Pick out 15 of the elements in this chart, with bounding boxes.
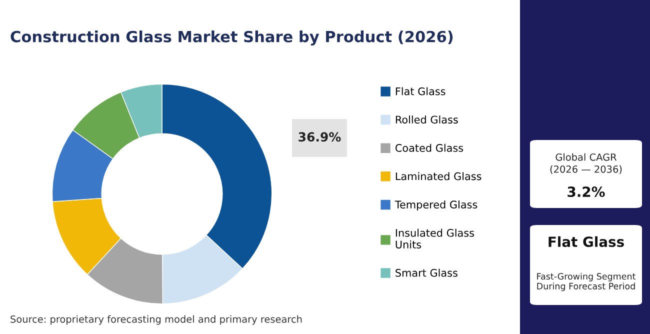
text: 3.2% bbox=[568, 186, 605, 198]
data-label: 36.9% bbox=[298, 132, 341, 142]
legend-label: Rolled Glass bbox=[396, 116, 458, 124]
text: Global CAGR bbox=[556, 153, 617, 161]
source-note: Source: proprietary forecasting model and primary research bbox=[10, 315, 302, 325]
text: (2026 — 2036) bbox=[550, 165, 622, 174]
text: Fast-Growing Segment During Forecast Period bbox=[537, 272, 636, 292]
chart-title: Construction Glass Market Share by Product (2026) bbox=[10, 30, 453, 46]
legend-label: Tempered Glass bbox=[394, 200, 478, 211]
legend-label: Coated Glass bbox=[396, 144, 464, 152]
legend-label: Smart Glass bbox=[396, 268, 458, 277]
text: Flat Glass bbox=[548, 236, 624, 248]
legend-label: Flat Glass bbox=[396, 87, 446, 96]
legend-label: Laminated Glass bbox=[396, 172, 482, 180]
legend-label: Insulated Glass Units bbox=[396, 228, 474, 248]
